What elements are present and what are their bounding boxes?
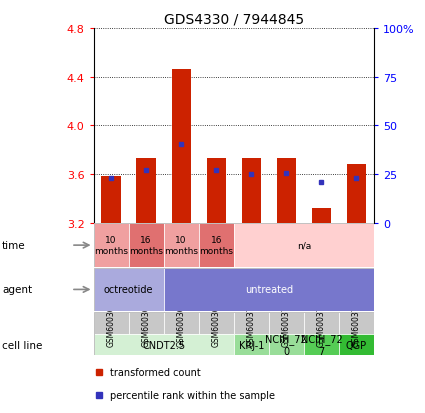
Bar <box>234 312 269 334</box>
Text: KRJ-1: KRJ-1 <box>238 340 264 350</box>
Bar <box>304 312 339 334</box>
Bar <box>94 268 164 311</box>
Text: cell line: cell line <box>2 340 42 350</box>
Bar <box>128 224 164 267</box>
Bar <box>94 312 128 334</box>
Bar <box>339 334 374 356</box>
Bar <box>164 224 198 267</box>
Bar <box>164 312 198 334</box>
Bar <box>128 312 164 334</box>
Text: 10
months: 10 months <box>94 236 128 255</box>
Bar <box>277 159 296 223</box>
Text: GSM600369: GSM600369 <box>212 300 221 346</box>
Bar <box>269 312 304 334</box>
Bar <box>312 209 331 223</box>
Text: percentile rank within the sample: percentile rank within the sample <box>110 389 275 400</box>
Bar <box>94 334 234 356</box>
Bar <box>198 224 234 267</box>
Bar <box>269 334 304 356</box>
Text: time: time <box>2 240 26 251</box>
Text: 10
months: 10 months <box>164 236 198 255</box>
Bar <box>198 312 234 334</box>
Text: 16
months: 16 months <box>129 236 163 255</box>
Text: GSM600368: GSM600368 <box>177 300 186 346</box>
Text: 16
months: 16 months <box>199 236 233 255</box>
Text: GSM600366: GSM600366 <box>107 300 116 346</box>
Text: CNDT2.5: CNDT2.5 <box>142 340 185 350</box>
Text: GSM600370: GSM600370 <box>247 300 256 346</box>
Bar <box>304 334 339 356</box>
Text: transformed count: transformed count <box>110 367 201 377</box>
Bar <box>234 224 374 267</box>
Text: GSM600373: GSM600373 <box>352 300 361 346</box>
Text: GSM600372: GSM600372 <box>317 300 326 346</box>
Text: untreated: untreated <box>245 285 293 295</box>
Text: agent: agent <box>2 285 32 295</box>
Bar <box>136 159 156 223</box>
Bar <box>164 268 374 311</box>
Title: GDS4330 / 7944845: GDS4330 / 7944845 <box>164 12 304 26</box>
Bar <box>172 70 191 223</box>
Bar <box>102 177 121 223</box>
Bar <box>339 312 374 334</box>
Bar <box>234 334 269 356</box>
Text: n/a: n/a <box>297 241 311 250</box>
Bar <box>347 165 366 223</box>
Text: QGP: QGP <box>346 340 367 350</box>
Bar <box>207 159 226 223</box>
Text: NCIH_72
0: NCIH_72 0 <box>266 334 307 356</box>
Text: octreotide: octreotide <box>104 285 153 295</box>
Text: GSM600367: GSM600367 <box>142 300 150 346</box>
Text: GSM600371: GSM600371 <box>282 300 291 346</box>
Bar <box>94 224 128 267</box>
Bar <box>242 159 261 223</box>
Text: NCIH_72
7: NCIH_72 7 <box>300 334 342 356</box>
